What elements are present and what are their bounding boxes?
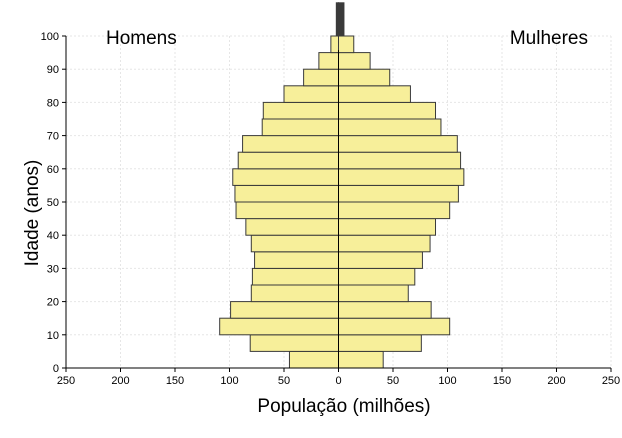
x-tick-label: 50 — [387, 375, 399, 387]
bar-mulheres-age-80-85 — [338, 85, 411, 103]
y-tick-label: 0 — [53, 363, 59, 375]
bar-mulheres-age-35-40 — [338, 234, 431, 253]
y-tick-label: 80 — [47, 97, 59, 109]
bar-homens-age-60-65 — [237, 151, 339, 170]
y-tick-label: 90 — [47, 64, 59, 76]
bar-homens-age-70-75 — [261, 118, 340, 137]
x-tick-label: 100 — [438, 375, 456, 387]
bar-homens-age-45-50 — [235, 201, 339, 220]
x-tick-label: 150 — [493, 375, 511, 387]
y-tick-label: 40 — [47, 230, 59, 242]
x-tick-label: 250 — [57, 375, 75, 387]
bar-homens-age-95-100 — [330, 35, 339, 54]
bar-mulheres-age-85-90 — [338, 68, 391, 87]
x-tick-label: 200 — [111, 375, 129, 387]
bar-mulheres-age-0-5 — [338, 350, 384, 369]
bar-homens-age-55-60 — [232, 168, 340, 186]
y-tick-label: 30 — [47, 263, 59, 275]
bar-mulheres-age-75-80 — [338, 101, 437, 120]
y-tick-label: 50 — [47, 197, 59, 209]
x-tick-label: 0 — [335, 375, 341, 387]
bar-homens-age-75-80 — [262, 101, 340, 120]
x-axis-title: População (milhões) — [257, 396, 430, 417]
x-tick-label: 50 — [278, 375, 290, 387]
x-tick-label: 100 — [220, 375, 238, 387]
x-tick-label: 250 — [602, 375, 620, 387]
y-tick-label: 70 — [47, 131, 59, 143]
bar-mulheres-age-45-50 — [338, 201, 451, 220]
x-tick-label: 150 — [166, 375, 184, 387]
bar-mulheres-age-40-45 — [338, 218, 437, 236]
ticks-layer: 250 200 150 100 50 0 50 100 150 200 25001020304050… — [41, 31, 621, 387]
bar-homens-age-50-55 — [234, 184, 339, 203]
bar-homens-age-90-95 — [318, 52, 340, 70]
bar-mulheres-age-95-100 — [338, 35, 355, 54]
bar-homens-age-85-90 — [303, 68, 339, 87]
bar-mulheres-age-90-95 — [338, 52, 371, 70]
bar-mulheres-age-100-110 — [338, 2, 345, 37]
bar-homens-age-80-85 — [283, 85, 339, 103]
bar-mulheres-age-5-10 — [338, 334, 422, 352]
bar-homens-age-40-45 — [245, 218, 340, 236]
bar-homens-age-30-35 — [254, 251, 340, 269]
bar-mulheres-age-15-20 — [338, 301, 432, 319]
bar-mulheres-age-20-25 — [338, 284, 409, 303]
bar-mulheres-age-10-15 — [338, 317, 451, 336]
bar-homens-age-25-30 — [251, 267, 339, 286]
bar-homens-age-0-5 — [288, 350, 340, 369]
bar-mulheres-age-50-55 — [338, 184, 459, 203]
right-group-label: Mulheres — [510, 28, 588, 49]
y-tick-label: 100 — [41, 31, 59, 43]
bar-mulheres-age-30-35 — [338, 251, 423, 269]
y-tick-label: 60 — [47, 164, 59, 176]
bar-homens-age-15-20 — [230, 301, 339, 319]
bar-homens-age-20-25 — [250, 284, 339, 303]
y-tick-label: 20 — [47, 297, 59, 309]
x-tick-label: 200 — [547, 375, 565, 387]
bar-mulheres-age-65-70 — [338, 135, 458, 153]
bar-homens-age-10-15 — [219, 317, 339, 336]
bar-mulheres-age-25-30 — [338, 267, 416, 286]
bar-mulheres-age-55-60 — [338, 168, 465, 186]
bar-mulheres-age-70-75 — [338, 118, 442, 137]
bars-layer — [219, 2, 465, 369]
y-axis-title: Idade (anos) — [22, 160, 43, 267]
bar-mulheres-age-60-65 — [338, 151, 462, 170]
bar-homens-age-65-70 — [242, 135, 339, 153]
bar-homens-age-5-10 — [249, 334, 340, 352]
bar-homens-age-35-40 — [250, 234, 339, 253]
y-tick-label: 10 — [47, 330, 59, 342]
left-group-label: Homens — [106, 28, 177, 49]
